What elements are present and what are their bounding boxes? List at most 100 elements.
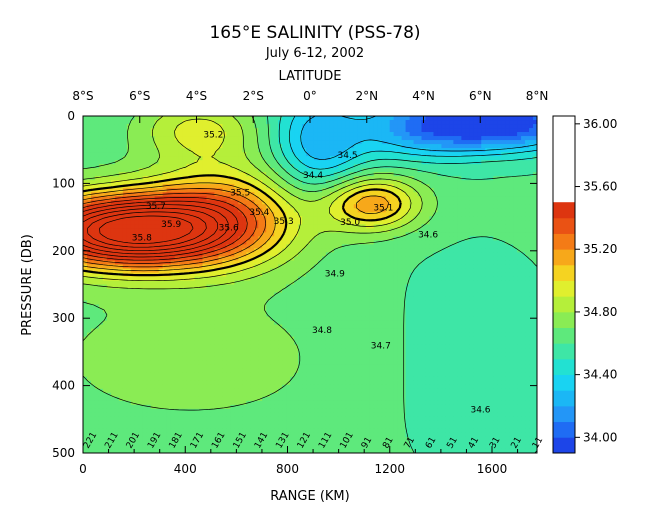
field-cell	[329, 256, 335, 262]
field-cell	[357, 264, 363, 270]
field-cell	[294, 264, 299, 270]
field-cell	[274, 216, 279, 221]
field-cell	[321, 188, 327, 193]
field-cell	[441, 148, 446, 153]
field-cell	[286, 288, 291, 294]
field-cell	[361, 128, 367, 133]
field-cell	[138, 204, 144, 209]
field-cell	[497, 144, 502, 149]
field-cell	[337, 144, 343, 149]
field-cell	[313, 272, 319, 278]
field-cell	[533, 216, 537, 221]
field-cell	[381, 116, 387, 121]
field-cell	[142, 280, 148, 286]
field-cell	[110, 240, 116, 245]
field-cell	[194, 248, 200, 253]
field-cell	[306, 132, 311, 137]
field-cell	[182, 212, 188, 217]
field-cell	[337, 212, 343, 217]
field-cell	[142, 128, 148, 133]
field-cell	[218, 208, 223, 213]
field-cell	[98, 228, 104, 233]
field-cell	[409, 192, 415, 197]
field-cell	[329, 132, 335, 137]
field-cell	[353, 256, 359, 262]
field-cell	[529, 152, 534, 157]
field-cell	[214, 164, 219, 169]
field-cell	[302, 236, 307, 241]
field-cell	[262, 128, 267, 133]
field-cell	[389, 116, 395, 121]
field-cell	[473, 260, 478, 266]
field-cell	[417, 272, 423, 278]
field-cell	[333, 236, 339, 241]
field-cell	[286, 252, 291, 258]
field-cell	[230, 128, 235, 133]
field-cell	[306, 272, 311, 278]
field-cell	[425, 280, 431, 286]
field-cell	[186, 264, 192, 270]
field-cell	[270, 180, 275, 185]
field-cell	[230, 276, 235, 282]
field-cell	[469, 272, 474, 278]
field-cell	[266, 268, 271, 274]
field-cell	[453, 216, 458, 221]
field-cell	[381, 236, 387, 241]
field-cell	[98, 256, 104, 262]
field-cell	[325, 120, 331, 125]
field-cell	[521, 120, 526, 125]
field-cell	[242, 128, 247, 133]
field-cell	[445, 280, 450, 286]
field-cell	[286, 224, 291, 229]
field-cell	[517, 220, 522, 225]
field-cell	[373, 216, 379, 221]
field-cell	[341, 156, 347, 161]
field-cell	[461, 196, 466, 201]
field-cell	[118, 168, 124, 173]
field-cell	[138, 240, 144, 245]
field-cell	[170, 128, 176, 133]
field-cell	[433, 136, 439, 141]
field-cell	[313, 252, 319, 258]
field-cell	[329, 152, 335, 157]
field-cell	[473, 128, 478, 133]
field-cell	[86, 148, 92, 153]
field-cell	[313, 144, 319, 149]
field-cell	[306, 232, 311, 237]
field-cell	[310, 196, 315, 201]
field-cell	[310, 152, 315, 157]
field-cell	[222, 224, 227, 229]
field-cell	[122, 280, 128, 286]
field-cell	[493, 156, 498, 161]
field-cell	[377, 228, 383, 233]
field-cell	[461, 220, 466, 225]
field-cell	[270, 188, 275, 193]
field-cell	[489, 164, 494, 169]
field-cell	[83, 284, 88, 290]
field-cell	[441, 140, 446, 145]
field-cell	[377, 272, 383, 278]
field-cell	[449, 140, 454, 145]
field-cell	[214, 140, 219, 145]
field-cell	[250, 136, 255, 141]
field-cell	[306, 192, 311, 197]
field-cell	[405, 220, 411, 225]
field-cell	[325, 276, 331, 282]
field-cell	[150, 216, 156, 221]
field-cell	[174, 280, 180, 286]
field-cell	[130, 212, 136, 217]
field-cell	[166, 132, 172, 137]
field-cell	[146, 224, 152, 229]
field-cell	[521, 220, 526, 225]
field-cell	[453, 124, 458, 129]
field-cell	[138, 216, 144, 221]
field-cell	[521, 228, 526, 233]
field-cell	[154, 276, 160, 282]
field-cell	[198, 156, 204, 161]
field-cell	[325, 160, 331, 165]
field-cell	[182, 216, 188, 221]
field-cell	[461, 228, 466, 233]
field-cell	[150, 184, 156, 189]
field-cell	[349, 184, 355, 189]
field-cell	[461, 116, 466, 121]
